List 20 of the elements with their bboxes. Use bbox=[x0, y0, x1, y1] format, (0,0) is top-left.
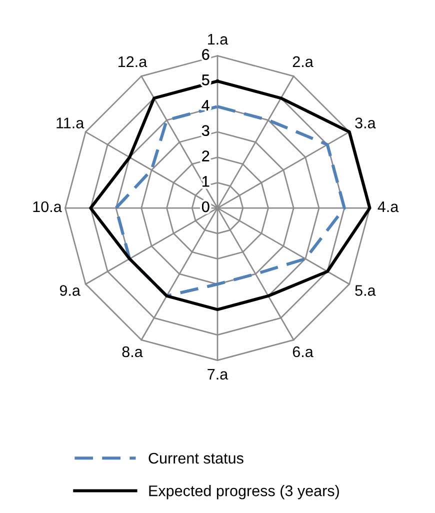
y-tick-label: 3 bbox=[202, 125, 210, 136]
spoke-label: 4.a bbox=[378, 201, 399, 212]
y-tick-label: 0 bbox=[202, 201, 210, 212]
spoke-label: 2.a bbox=[292, 56, 314, 68]
y-tick-label: 6 bbox=[202, 49, 210, 60]
spoke-label: 10.a bbox=[33, 201, 62, 212]
spoke-label: 6.a bbox=[292, 346, 314, 358]
y-tick-label: 1 bbox=[202, 176, 210, 187]
spoke-label: 11.a bbox=[56, 118, 84, 128]
y-tick-label: 2 bbox=[202, 150, 210, 162]
spoke-label: 8.a bbox=[122, 346, 143, 358]
legend-label: Current status bbox=[148, 452, 244, 464]
spoke-label: 9.a bbox=[60, 285, 80, 296]
spoke-label: 3.a bbox=[355, 118, 376, 128]
spoke-label: 5.a bbox=[355, 285, 376, 296]
spoke-label: 1.a bbox=[208, 34, 228, 45]
y-tick-label: 4 bbox=[202, 100, 210, 110]
spoke-label: 12.a bbox=[118, 56, 148, 68]
legend-label: Expected progress (3 years) bbox=[149, 485, 339, 500]
spoke-label: 7.a bbox=[208, 368, 228, 380]
